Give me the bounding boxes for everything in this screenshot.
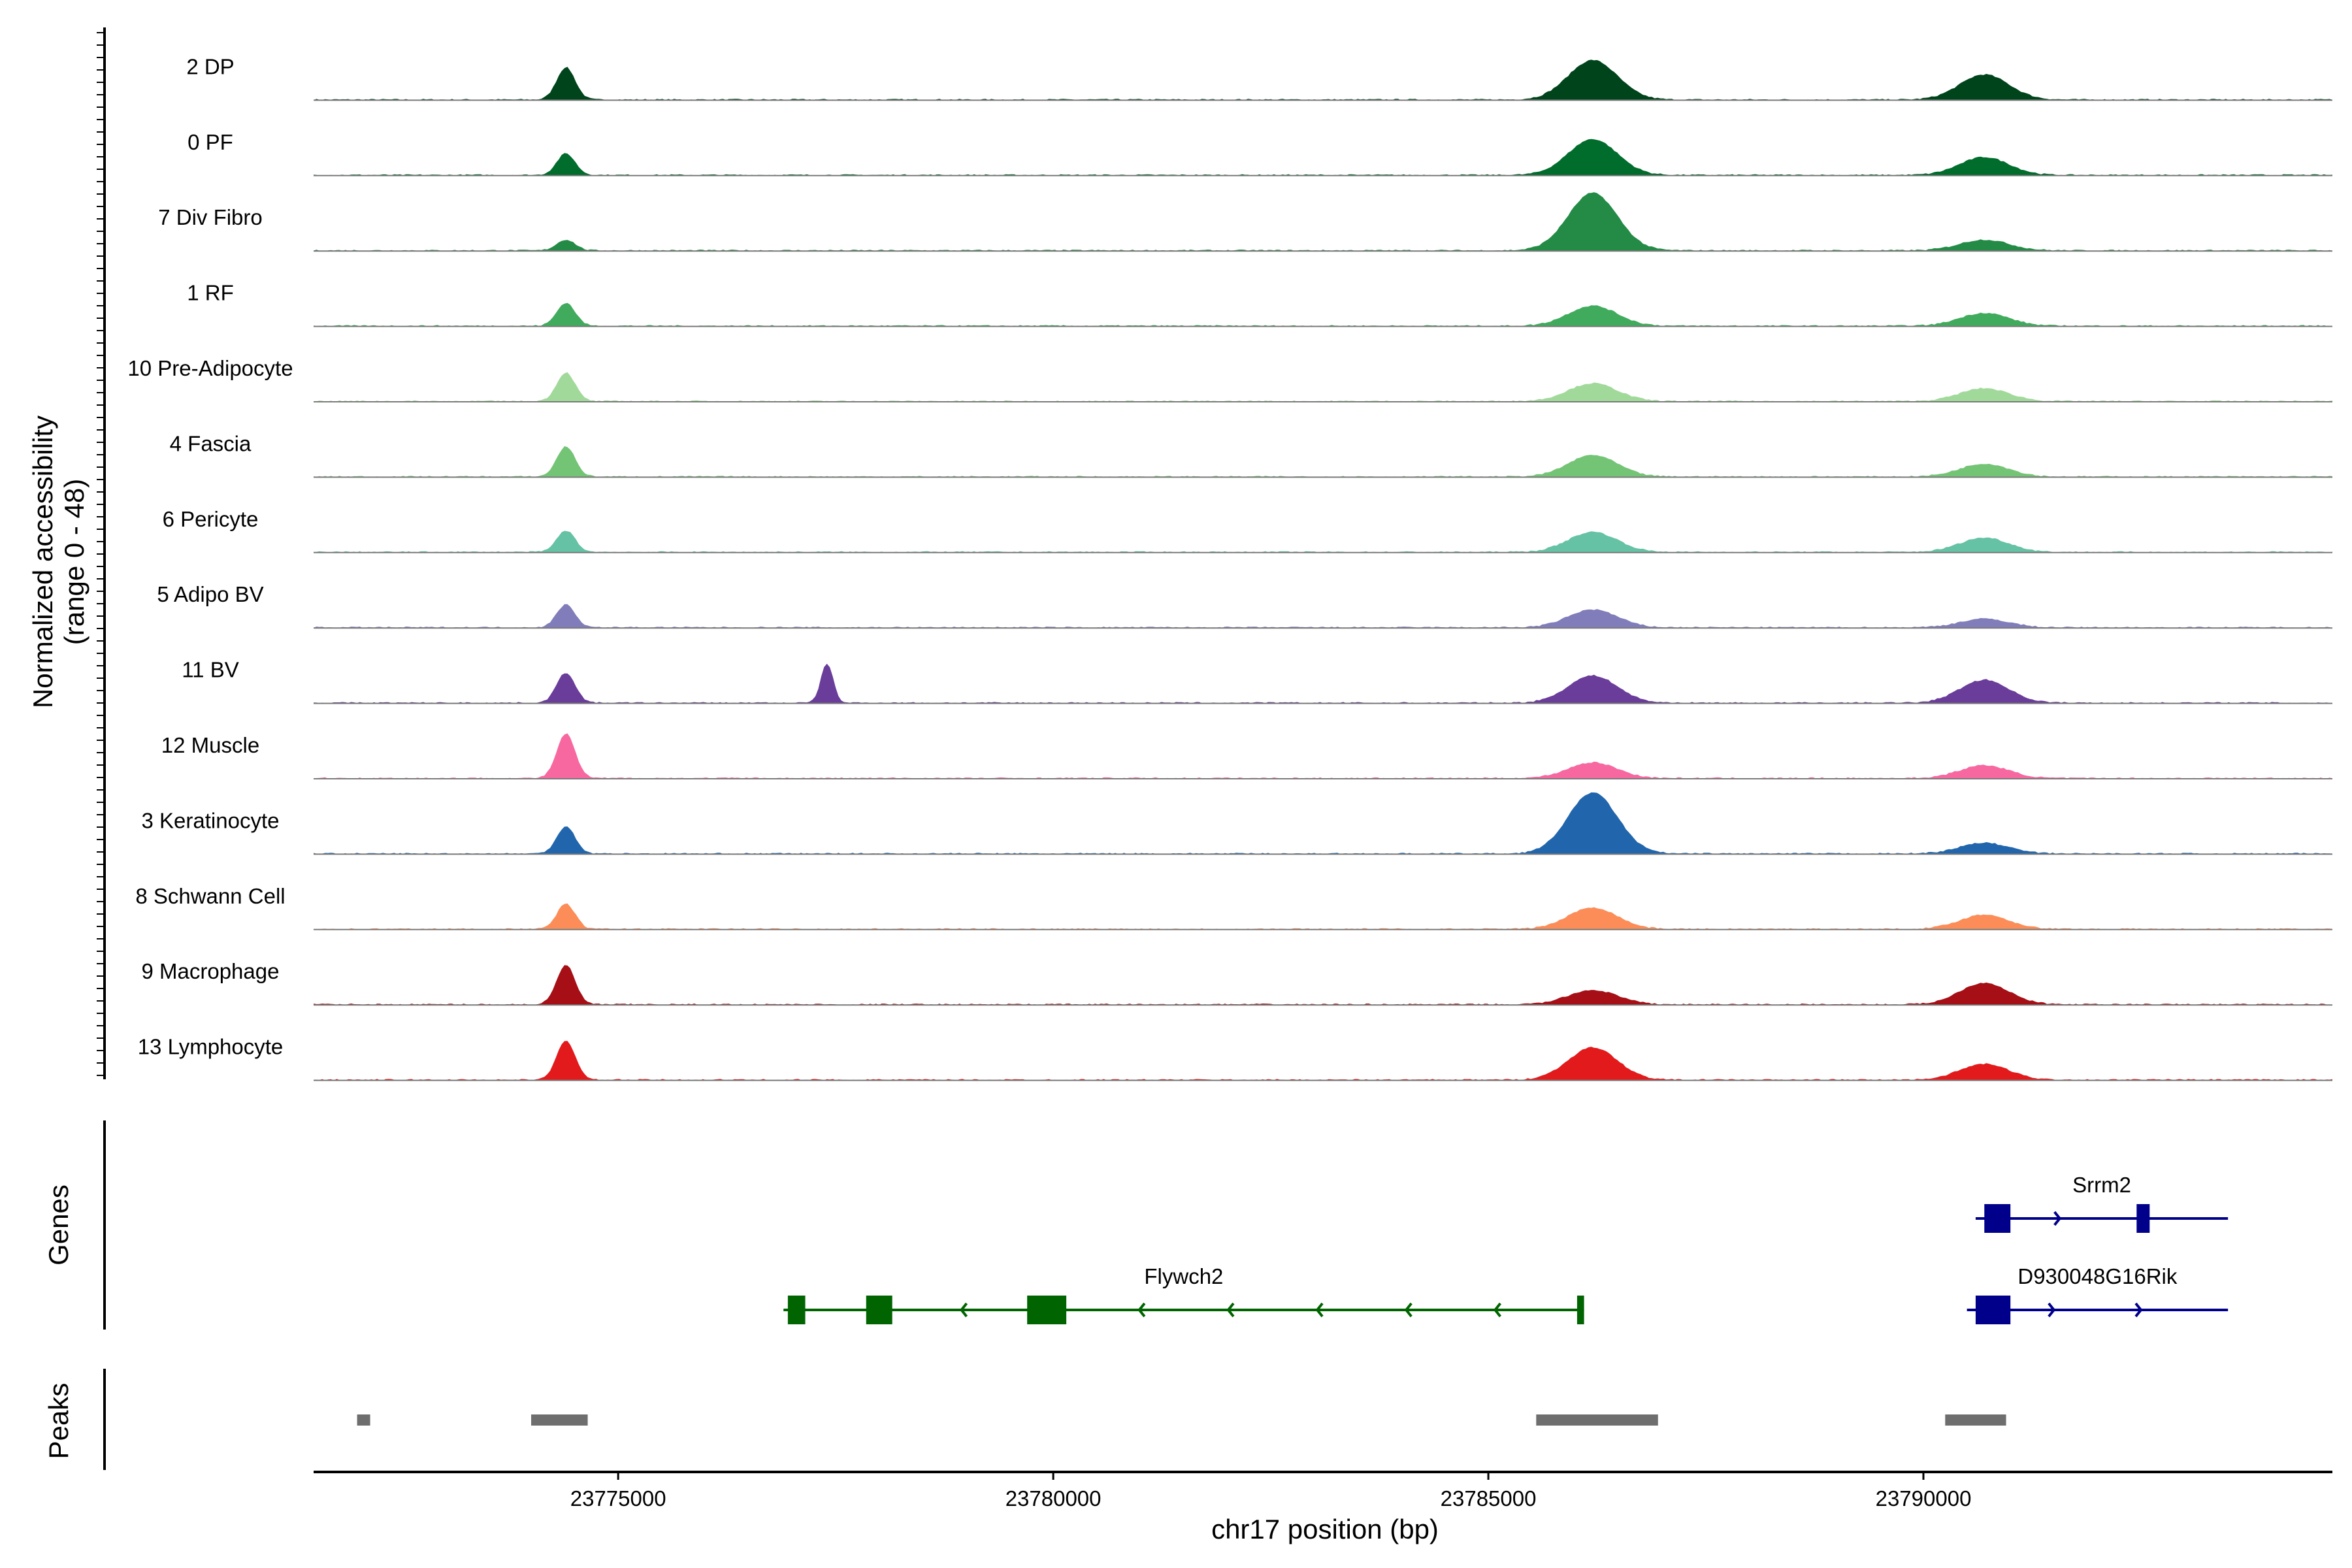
track-5 bbox=[314, 446, 2332, 478]
gene-exon bbox=[1975, 1296, 2011, 1324]
gene-exon bbox=[866, 1296, 892, 1324]
track-signal-1 bbox=[314, 139, 2332, 176]
track-8 bbox=[314, 663, 2332, 704]
track-label-5: 4 Fascia bbox=[170, 431, 252, 455]
y-axis-title-line1: Normalized accessibility bbox=[27, 416, 58, 708]
x-axis-title: chr17 position (bp) bbox=[1211, 1514, 1439, 1544]
track-signal-10 bbox=[314, 792, 2332, 855]
track-label-11: 8 Schwann Cell bbox=[135, 884, 285, 908]
peak-region-3 bbox=[1945, 1414, 2006, 1426]
track-7 bbox=[314, 604, 2332, 629]
track-signal-8 bbox=[314, 663, 2332, 704]
track-label-0: 2 DP bbox=[186, 54, 234, 78]
gene-exon bbox=[2136, 1204, 2150, 1233]
track-label-6: 6 Pericyte bbox=[163, 507, 259, 531]
track-label-3: 1 RF bbox=[187, 281, 234, 305]
track-signal-2 bbox=[314, 192, 2332, 252]
track-label-10: 3 Keratinocyte bbox=[142, 808, 280, 832]
gene-annotations: Srrm2 Flywch2 D930048G16Rik bbox=[783, 1173, 2229, 1324]
track-signal-12 bbox=[314, 965, 2332, 1005]
track-3 bbox=[314, 302, 2332, 327]
strand-arrow bbox=[1226, 1302, 1235, 1318]
strand-arrow bbox=[959, 1302, 968, 1318]
peaks-panel-title: Peaks bbox=[43, 1383, 74, 1460]
track-13 bbox=[314, 1041, 2332, 1081]
x-axis: 23775000 23780000 23785000 23790000 bbox=[314, 1471, 2332, 1511]
gene-label: Srrm2 bbox=[2072, 1173, 2131, 1197]
genes-panel-title: Genes bbox=[43, 1184, 74, 1266]
strand-arrow bbox=[1404, 1302, 1413, 1318]
y-axis-title-line2: (range 0 - 48) bbox=[59, 479, 90, 645]
track-labels: 2 DP 0 PF 7 Div Fibro 1 RF 10 Pre-Adipocyte 4… bbox=[127, 54, 293, 1058]
gene-Srrm2: Srrm2 bbox=[1975, 1173, 2229, 1233]
gene-label: Flywch2 bbox=[1144, 1264, 1223, 1288]
y-axis: Normalized accessibility (range 0 - 48) … bbox=[27, 27, 106, 1470]
gene-exon bbox=[1027, 1296, 1067, 1324]
gene-exon bbox=[1576, 1296, 1584, 1324]
peak-regions bbox=[357, 1414, 2006, 1426]
gene-label: D930048G16Rik bbox=[2017, 1264, 2177, 1288]
track-signal-7 bbox=[314, 604, 2332, 629]
track-4 bbox=[314, 372, 2332, 402]
gene-exon bbox=[1984, 1204, 2011, 1233]
x-tick-label: 23775000 bbox=[570, 1486, 666, 1511]
strand-arrow bbox=[1137, 1302, 1146, 1318]
track-10 bbox=[314, 792, 2332, 855]
track-label-8: 11 BV bbox=[182, 658, 238, 682]
strand-arrow bbox=[1493, 1302, 1501, 1318]
track-label-1: 0 PF bbox=[188, 130, 233, 154]
track-signal-6 bbox=[314, 531, 2332, 553]
track-signal-0 bbox=[314, 59, 2332, 101]
strand-arrow bbox=[2134, 1302, 2143, 1318]
x-tick-label: 23790000 bbox=[1876, 1486, 1972, 1511]
track-signal-11 bbox=[314, 903, 2332, 930]
track-signal-9 bbox=[314, 733, 2332, 779]
strand-arrow bbox=[2048, 1302, 2056, 1318]
x-tick-label: 23785000 bbox=[1441, 1486, 1537, 1511]
track-label-13: 13 Lymphocyte bbox=[138, 1035, 284, 1059]
peak-region-1 bbox=[531, 1414, 588, 1426]
track-11 bbox=[314, 903, 2332, 930]
track-1 bbox=[314, 139, 2332, 176]
track-6 bbox=[314, 531, 2332, 553]
gene-D930048G16Rik: D930048G16Rik bbox=[1967, 1264, 2229, 1324]
gene-exon bbox=[787, 1296, 806, 1324]
track-label-7: 5 Adipo BV bbox=[157, 582, 263, 606]
track-signal-13 bbox=[314, 1041, 2332, 1081]
track-label-4: 10 Pre-Adipocyte bbox=[127, 356, 293, 380]
track-label-9: 12 Muscle bbox=[161, 733, 259, 757]
track-signal-3 bbox=[314, 302, 2332, 327]
track-2 bbox=[314, 192, 2332, 252]
strand-arrow bbox=[2053, 1211, 2062, 1226]
x-tick-label: 23780000 bbox=[1005, 1486, 1102, 1511]
track-9 bbox=[314, 733, 2332, 779]
accessibility-tracks bbox=[314, 59, 2332, 1081]
peak-region-0 bbox=[357, 1414, 370, 1426]
strand-arrow bbox=[1315, 1302, 1324, 1318]
peak-region-2 bbox=[1536, 1414, 1658, 1426]
track-12 bbox=[314, 965, 2332, 1006]
track-0 bbox=[314, 59, 2332, 101]
track-signal-5 bbox=[314, 446, 2332, 478]
gene-Flywch2: Flywch2 bbox=[783, 1264, 1584, 1324]
track-label-12: 9 Macrophage bbox=[142, 959, 280, 983]
track-label-2: 7 Div Fibro bbox=[158, 205, 263, 229]
track-signal-4 bbox=[314, 372, 2332, 402]
